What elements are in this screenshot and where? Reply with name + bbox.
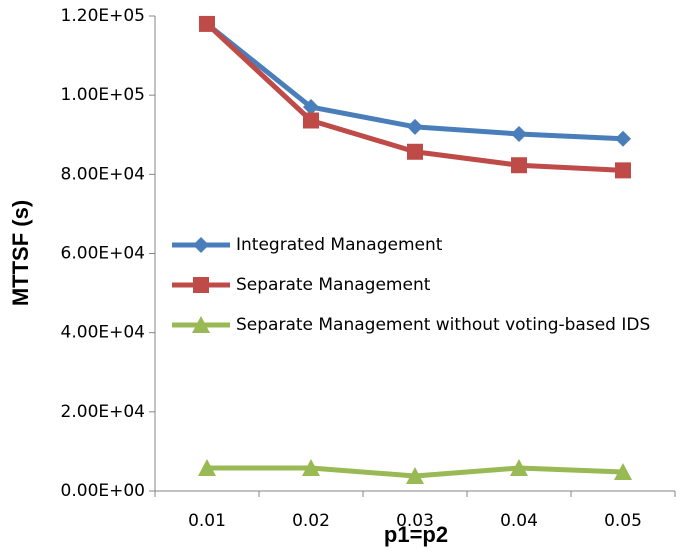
y-tick-label: 4.00E+04 — [61, 323, 145, 343]
marker — [192, 316, 210, 333]
x-tick-label: 0.02 — [292, 511, 330, 531]
marker — [511, 157, 527, 174]
marker — [510, 459, 528, 477]
y-axis-title: MTTSF (s) — [8, 200, 33, 306]
y-tick-label: 1.20E+05 — [61, 6, 145, 26]
marker — [407, 118, 423, 135]
x-axis-title: p1=p2 — [384, 522, 448, 547]
y-tick-label: 0.00E+00 — [61, 481, 145, 501]
marker — [193, 237, 209, 253]
marker — [199, 15, 215, 32]
y-tick-label: 8.00E+04 — [61, 164, 145, 184]
marker — [615, 130, 631, 147]
legend-label: Separate Management without voting-based… — [236, 315, 650, 335]
x-tick-label: 0.05 — [604, 511, 642, 531]
x-tick-label: 0.01 — [188, 511, 226, 531]
marker — [407, 143, 423, 160]
marker — [193, 277, 209, 293]
x-tick-label: 0.03 — [396, 511, 434, 531]
y-tick-label: 1.00E+05 — [61, 85, 145, 105]
legend-label: Integrated Management — [236, 235, 443, 255]
marker — [614, 463, 632, 480]
marker — [302, 459, 320, 477]
x-tick-label: 0.04 — [500, 511, 538, 531]
marker — [303, 99, 319, 116]
marker — [406, 466, 424, 484]
legend-label: Separate Management — [236, 275, 431, 295]
y-tick-label: 2.00E+04 — [61, 402, 145, 422]
marker — [303, 112, 319, 129]
marker — [198, 459, 216, 477]
y-tick-label: 6.00E+04 — [61, 244, 145, 264]
marker — [615, 162, 631, 179]
marker — [511, 125, 527, 142]
